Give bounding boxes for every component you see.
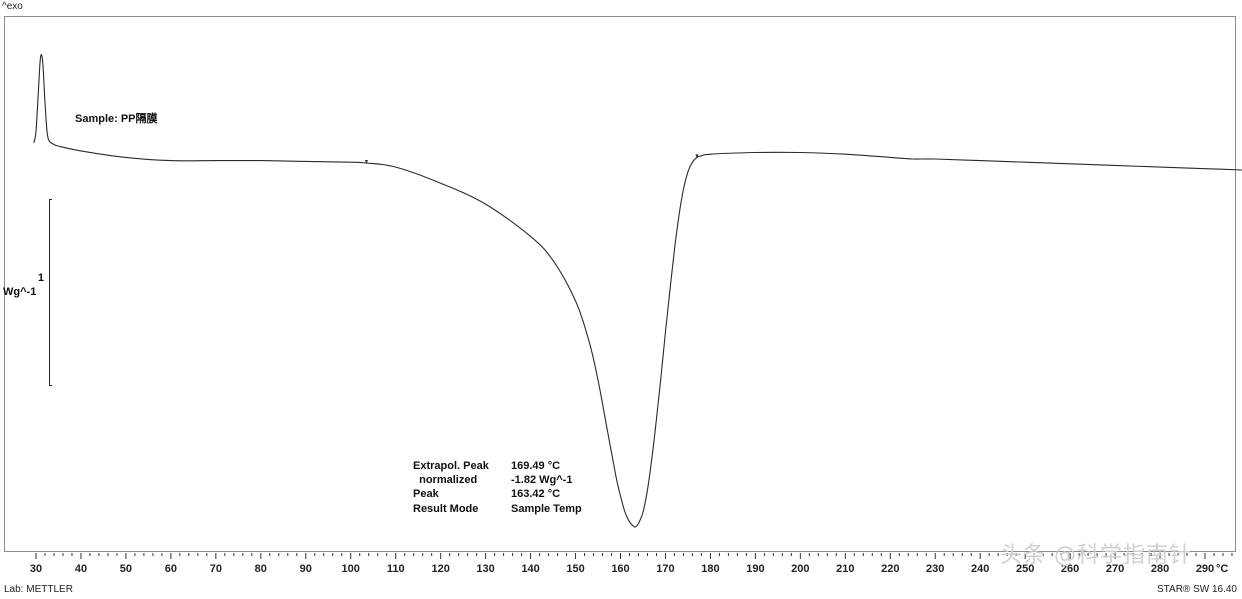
x-tick-label: 80 xyxy=(255,563,267,575)
x-tick-label: 280 xyxy=(1151,563,1169,575)
result-label: Extrapol. Peak xyxy=(413,460,489,472)
result-label: Peak xyxy=(413,488,439,501)
x-unit-label: °C xyxy=(1216,563,1228,575)
plot-frame xyxy=(4,16,1236,552)
results-row: normalized -1.82 Wg^-1 xyxy=(413,473,582,487)
lab-label: Lab: METTLER xyxy=(4,584,73,595)
x-tick-label: 110 xyxy=(387,563,405,575)
x-tick-label: 90 xyxy=(300,563,312,575)
x-tick-label: 170 xyxy=(656,563,674,575)
x-tick-label: 260 xyxy=(1061,563,1079,575)
results-row: Peak 163.42 °C xyxy=(413,487,582,501)
x-tick-label: 130 xyxy=(476,563,494,575)
x-tick-label: 50 xyxy=(120,563,132,575)
x-tick-label: 270 xyxy=(1106,563,1124,575)
result-value: 163.42 °C xyxy=(511,488,561,501)
scale-bar-value: 1 xyxy=(37,272,44,284)
results-row: Result Mode Sample Temp xyxy=(413,502,582,516)
x-tick-label: 240 xyxy=(971,563,989,575)
x-tick-label: 100 xyxy=(342,563,360,575)
x-tick-label: 180 xyxy=(701,563,719,575)
x-tick-label: 220 xyxy=(881,563,899,575)
sample-label: Sample: PP隔膜 xyxy=(75,113,158,125)
x-tick-label: 60 xyxy=(165,563,177,575)
result-value: 169.49 °C xyxy=(511,460,561,472)
x-tick-label: 140 xyxy=(521,563,539,575)
x-tick-label: 70 xyxy=(210,563,222,575)
software-version: STAR® SW 16.40 xyxy=(1157,584,1237,595)
x-tick-label: 290 xyxy=(1196,563,1214,575)
watermark-text: 头条 @科学指南针 xyxy=(1000,543,1192,568)
x-tick-label: 190 xyxy=(746,563,764,575)
result-label: Result Mode xyxy=(413,502,479,515)
x-tick-label: 230 xyxy=(926,563,944,575)
limit-marker-1 xyxy=(695,154,699,159)
x-tick-label: 200 xyxy=(791,563,809,575)
limit-marker-0 xyxy=(364,160,368,165)
exo-direction-label: ^exo xyxy=(2,1,23,12)
x-axis: 30 40 50 60 70 80 90 100 110 120 130 140 150 160 170 18… xyxy=(30,553,1233,575)
dsc-curve-series-0 xyxy=(33,54,1242,528)
result-label: normalized xyxy=(413,474,478,487)
x-tick-label: 40 xyxy=(75,563,87,575)
x-tick-label: 150 xyxy=(566,563,584,575)
scale-bar xyxy=(49,199,52,386)
x-tick-label: 250 xyxy=(1016,563,1034,575)
x-tick-label: 160 xyxy=(611,563,629,575)
results-table: Extrapol. Peak 169.49 °C normalized -1.8… xyxy=(413,459,582,516)
marker-layer xyxy=(364,154,699,165)
result-value: Sample Temp xyxy=(511,502,582,515)
x-tick-label: 120 xyxy=(431,563,449,575)
scale-bar-unit: Wg^-1 xyxy=(3,286,37,298)
results-row: Extrapol. Peak 169.49 °C xyxy=(413,459,582,473)
x-tick-label: 210 xyxy=(836,563,854,575)
x-tick-label: 30 xyxy=(30,563,42,575)
curve-layer xyxy=(33,54,1242,528)
result-value: -1.82 Wg^-1 xyxy=(511,474,573,487)
